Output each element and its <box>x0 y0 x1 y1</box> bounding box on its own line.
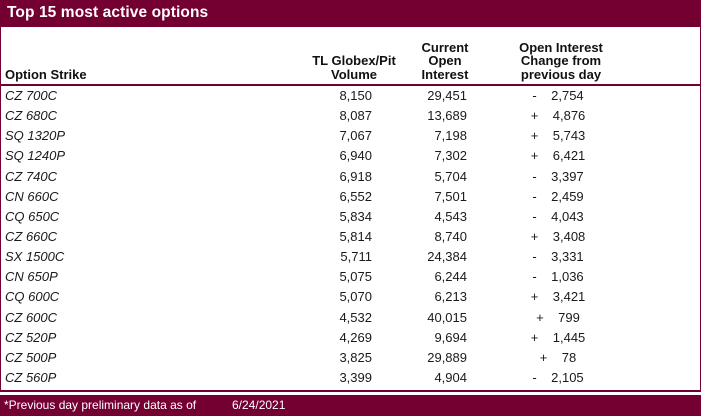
header-line: Current <box>421 39 469 55</box>
option-strike-cell: SQ 1320P <box>5 128 65 144</box>
change-cell: + 799 <box>536 309 580 325</box>
volume-cell: 5,711 <box>340 249 372 265</box>
option-strike-cell: CQ 600C <box>5 289 60 305</box>
change-cell: + 4,876 <box>530 108 586 124</box>
table-row: CQ 600C 5,070 6,213 + 3,421 <box>1 287 700 307</box>
table-row: CN 650P 5,075 6,244 - 1,036 <box>1 267 700 287</box>
open-interest-cell: 24,384 <box>427 249 467 265</box>
header-line: TL Globex/Pit <box>312 53 396 68</box>
option-strike-cell: SX 1500C <box>5 249 65 265</box>
option-strike-cell: CN 660C <box>5 188 59 204</box>
table-row: SQ 1240P 6,940 7,302 + 6,421 <box>1 146 700 166</box>
header-line: previous day <box>520 66 602 82</box>
option-strike-cell: CZ 560P <box>5 369 57 385</box>
volume-cell: 4,532 <box>339 309 372 325</box>
table-row: SQ 1320P 7,067 7,198 + 5,743 <box>1 126 700 146</box>
table-row: SX 1500C 5,711 24,384 - 3,331 <box>1 247 700 267</box>
change-cell: + 1,445 <box>530 329 586 345</box>
column-header-volume: TL Globex/Pit Volume <box>284 54 424 81</box>
open-interest-cell: 5,704 <box>434 168 467 184</box>
change-cell: - 3,331 <box>532 249 584 265</box>
volume-cell: 8,150 <box>339 88 372 103</box>
table-body: CZ 700C 8,150 29,451 - 2,754 CZ 680C 8,087 13,… <box>1 86 700 388</box>
header-line: Interest <box>421 66 469 82</box>
change-cell: + 5,743 <box>530 128 586 144</box>
volume-cell: 5,070 <box>339 289 372 305</box>
volume-cell: 6,552 <box>339 188 372 204</box>
table-row: CZ 700C 8,150 29,451 - 2,754 <box>1 86 700 106</box>
change-cell: - 3,397 <box>532 168 584 184</box>
volume-cell: 5,075 <box>339 269 372 285</box>
open-interest-cell: 13,689 <box>427 108 467 124</box>
open-interest-cell: 7,302 <box>434 148 467 164</box>
column-header-change: Open Interest Change from previous day <box>498 39 624 82</box>
volume-cell: 6,940 <box>339 148 372 164</box>
option-strike-cell: CZ 740C <box>5 168 58 184</box>
option-strike-cell: SQ 1240P <box>5 148 65 164</box>
options-table: Option Strike TL Globex/Pit Volume Curre… <box>0 27 701 392</box>
open-interest-cell: 6,213 <box>434 289 467 305</box>
option-strike-cell: CN 650P <box>5 269 58 285</box>
column-header-open-interest: Current Open Interest <box>404 39 486 82</box>
table-row: CZ 660C 5,814 8,740 + 3,408 <box>1 227 700 247</box>
volume-cell: 3,825 <box>339 349 372 365</box>
table-row: CZ 500P 3,825 29,889 + 78 <box>1 348 700 368</box>
option-strike-cell: CZ 700C <box>5 88 58 103</box>
table-row: CZ 560P 3,399 4,904 - 2,105 <box>1 368 700 388</box>
open-interest-cell: 29,889 <box>427 349 467 365</box>
volume-cell: 7,067 <box>339 128 372 144</box>
volume-cell: 6,918 <box>339 168 372 184</box>
open-interest-cell: 7,198 <box>434 128 467 144</box>
title-bar: Top 15 most active options <box>0 0 701 27</box>
column-header-option-strike: Option Strike <box>5 66 87 82</box>
option-strike-cell: CQ 650C <box>5 208 60 224</box>
option-strike-cell: CZ 600C <box>5 309 58 325</box>
table-row: CZ 520P 4,269 9,694 + 1,445 <box>1 328 700 348</box>
footer-note: *Previous day preliminary data as of <box>4 398 197 412</box>
open-interest-cell: 7,501 <box>434 188 467 204</box>
header-line: Volume <box>331 66 377 82</box>
volume-cell: 4,269 <box>339 329 372 345</box>
option-strike-cell: CZ 520P <box>5 329 57 345</box>
change-cell: + 3,408 <box>530 228 586 244</box>
change-cell: - 4,043 <box>532 208 584 224</box>
footer-date: 6/24/2021 <box>232 398 286 412</box>
option-strike-cell: CZ 660C <box>5 228 58 244</box>
open-interest-cell: 6,244 <box>434 269 467 285</box>
footer-bar: *Previous day preliminary data as of 6/2… <box>0 395 701 416</box>
open-interest-cell: 8,740 <box>434 228 467 244</box>
change-cell: + 78 <box>539 349 577 365</box>
volume-cell: 5,814 <box>339 228 372 244</box>
option-strike-cell: CZ 500P <box>5 349 57 365</box>
open-interest-cell: 4,543 <box>434 208 467 224</box>
header-line: Option Strike <box>5 66 87 82</box>
table-row: CZ 600C 4,532 40,015 + 799 <box>1 308 700 328</box>
change-cell: - 2,105 <box>532 369 584 385</box>
volume-cell: 8,087 <box>339 108 372 124</box>
table-row: CQ 650C 5,834 4,543 - 4,043 <box>1 207 700 227</box>
open-interest-cell: 4,904 <box>434 369 467 385</box>
header-line: Open <box>428 53 462 68</box>
header-line: Open Interest <box>519 39 603 55</box>
header-line: Change from <box>520 53 602 68</box>
table-row: CZ 680C 8,087 13,689 + 4,876 <box>1 106 700 126</box>
change-cell: - 1,036 <box>532 269 584 285</box>
open-interest-cell: 40,015 <box>427 309 467 325</box>
change-cell: - 2,754 <box>532 88 584 103</box>
table-header-row: Option Strike TL Globex/Pit Volume Curre… <box>1 27 700 86</box>
open-interest-cell: 29,451 <box>427 88 467 103</box>
volume-cell: 3,399 <box>339 369 372 385</box>
change-cell: + 3,421 <box>530 289 586 305</box>
table-row: CN 660C 6,552 7,501 - 2,459 <box>1 187 700 207</box>
change-cell: - 2,459 <box>532 188 584 204</box>
change-cell: + 6,421 <box>530 148 586 164</box>
table-row: CZ 740C 6,918 5,704 - 3,397 <box>1 167 700 187</box>
open-interest-cell: 9,694 <box>434 329 467 345</box>
page-title: Top 15 most active options <box>7 4 209 21</box>
option-strike-cell: CZ 680C <box>5 108 58 124</box>
volume-cell: 5,834 <box>339 208 372 224</box>
